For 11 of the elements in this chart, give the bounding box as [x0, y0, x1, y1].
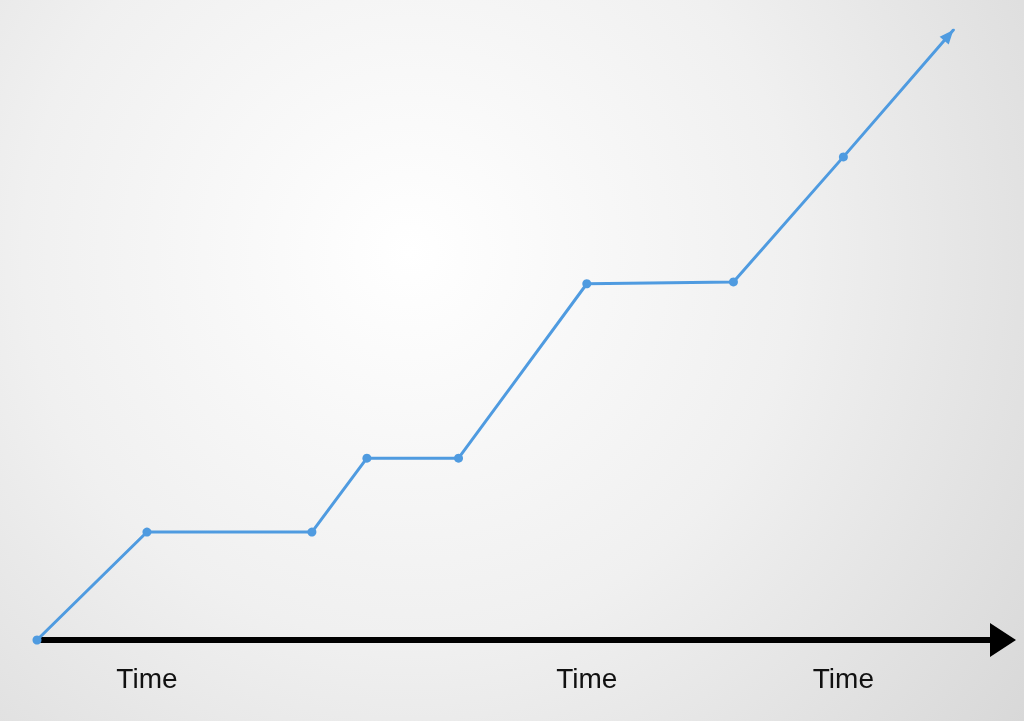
point	[728, 277, 738, 287]
point	[142, 527, 152, 537]
x-tick-label: Time	[116, 662, 178, 694]
point	[307, 527, 317, 537]
x-tick-label: Time	[812, 662, 874, 694]
point	[838, 152, 848, 162]
point	[454, 453, 464, 463]
point	[362, 453, 372, 463]
point	[32, 635, 42, 645]
point	[582, 279, 592, 289]
x-tick-label: Time	[556, 662, 618, 694]
